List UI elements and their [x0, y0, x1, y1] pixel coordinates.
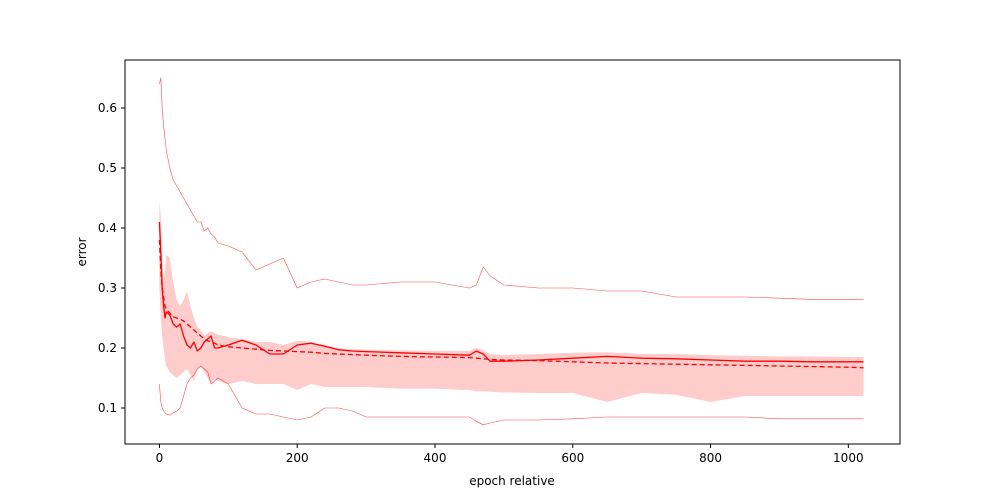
x-axis-ticks: 0 200 400 600 800 1000 [156, 444, 864, 465]
dashed-series-line [158, 239, 864, 369]
series-layer [158, 77, 864, 426]
plot-frame [124, 59, 901, 445]
confidence-band-layer [159, 201, 864, 402]
y-axis-ticks: 0.1 0.2 0.3 0.4 0.5 0.6 [98, 101, 125, 415]
x-tick-label: 0 [156, 451, 164, 465]
solid-series-line [158, 221, 864, 363]
y-tick-label: 0.1 [98, 401, 117, 415]
x-tick-label: 1000 [833, 451, 864, 465]
x-tick-label: 800 [699, 451, 722, 465]
envelope-series-line-3 [159, 365, 864, 426]
band-area [159, 201, 864, 402]
y-tick-label: 0.4 [98, 221, 117, 235]
x-tick-label: 400 [424, 451, 447, 465]
y-tick-label: 0.2 [98, 341, 117, 355]
x-axis-label: epoch relative [469, 474, 555, 488]
y-tick-label: 0.5 [98, 161, 117, 175]
y-tick-label: 0.6 [98, 101, 117, 115]
y-tick-label: 0.3 [98, 281, 117, 295]
x-tick-label: 600 [561, 451, 584, 465]
envelope-series-line-2 [159, 77, 864, 300]
x-tick-label: 200 [286, 451, 309, 465]
y-axis-label: error [75, 237, 89, 266]
